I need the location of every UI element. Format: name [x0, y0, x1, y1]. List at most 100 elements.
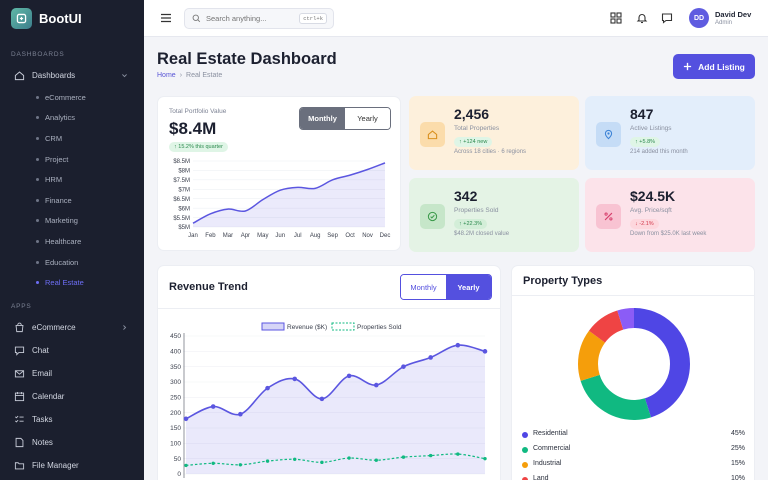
sold-line: [185, 453, 486, 467]
brand-name: BootUI: [39, 10, 82, 26]
search-input[interactable]: [206, 14, 306, 23]
x-tick-label: Mar: [223, 233, 233, 239]
apps-grid-icon[interactable]: [610, 12, 622, 24]
sidebar-subitem[interactable]: HRM: [0, 169, 144, 190]
brand[interactable]: BootUI: [0, 0, 144, 36]
sidebar-subitem[interactable]: Finance: [0, 190, 144, 211]
revenue-point: [183, 416, 189, 422]
revenue-chart: 0 50 100 150 200 250 300 350 400 450 Revenue ($K) P…: [170, 322, 488, 478]
sidebar-item-dashboards[interactable]: Dashboards: [0, 64, 144, 87]
chevron-down-icon: [122, 74, 127, 78]
stat-label: Properties Sold: [454, 207, 499, 214]
stat-card: 342 Properties Sold ↑ +22.3% $48.2M closed …: [409, 178, 579, 252]
stat-badge: ↑ +22.3%: [454, 219, 488, 229]
breadcrumb-home[interactable]: Home: [157, 72, 176, 79]
stat-value: 2,456: [454, 106, 490, 122]
toggle-monthly[interactable]: Monthly: [401, 275, 446, 299]
y-tick-label: 200: [170, 410, 181, 417]
sidebar-item-app[interactable]: Chat: [0, 339, 144, 362]
sold-point: [401, 455, 406, 459]
y-tick-label: $6M: [178, 206, 190, 212]
x-tick-label: Jul: [294, 233, 302, 239]
x-tick-label: Sep: [327, 233, 338, 239]
sidebar-subitem-label: eCommerce: [45, 92, 86, 102]
sidebar-subitem[interactable]: Analytics: [0, 108, 144, 129]
x-tick-label: Jan: [188, 233, 198, 239]
sidebar-item-app[interactable]: eCommerce: [0, 316, 144, 339]
stat-value: 342: [454, 188, 478, 204]
sidebar-subitem-label: HRM: [45, 175, 63, 185]
stat-card: $24.5K Avg. Price/sqft ↓ -2.1% Down from $2…: [585, 178, 755, 252]
sidebar-subitem[interactable]: Healthcare: [0, 231, 144, 252]
search-box[interactable]: ctrl+k: [184, 8, 334, 29]
y-tick-label: 400: [170, 349, 181, 356]
avatar[interactable]: DD: [689, 8, 709, 28]
stat-badge: ↑ +124 new: [454, 137, 493, 147]
y-tick-label: $6.5M: [173, 197, 190, 203]
portfolio-change-badge: ↑ 15.2% this quarter: [169, 142, 228, 152]
revenue-point: [238, 411, 243, 417]
sidebar-item-label: Calendar: [32, 391, 65, 401]
x-tick-label: Oct: [345, 233, 355, 239]
y-tick-label: 350: [170, 364, 181, 371]
sidebar-item-label: Email: [32, 368, 53, 378]
x-tick-label: Dec: [380, 233, 391, 239]
sidebar-item-app[interactable]: Tasks: [0, 408, 144, 431]
check-circle-icon: [420, 204, 445, 229]
toggle-yearly[interactable]: Yearly: [446, 275, 491, 299]
toggle-yearly[interactable]: Yearly: [345, 108, 390, 129]
legend-dot-icon: [522, 462, 528, 468]
sidebar-item-app[interactable]: File Manager: [0, 454, 144, 477]
property-types-donut: [578, 308, 690, 420]
x-tick-label: Feb: [205, 233, 216, 239]
sidebar-subitem[interactable]: CRM: [0, 128, 144, 149]
y-tick-label: 250: [170, 395, 181, 402]
stat-badge: ↑ +5.8%: [630, 137, 661, 147]
legend-item: Residential 45%: [522, 430, 745, 441]
bullet-dot-icon: [36, 95, 39, 99]
sidebar-subitem[interactable]: Marketing: [0, 211, 144, 232]
user-name[interactable]: David Dev: [715, 10, 752, 19]
revenue-point: [482, 349, 488, 354]
divider: [158, 308, 500, 309]
x-tick-label: Jun: [275, 233, 285, 239]
x-tick-label: Apr: [241, 233, 250, 239]
donut-slice[interactable]: [578, 308, 690, 420]
sidebar-subitem[interactable]: eCommerce: [0, 87, 144, 108]
legend-item: Commercial 25%: [522, 445, 745, 456]
sidebar-item-app[interactable]: Calendar: [0, 385, 144, 408]
revenue-point: [292, 376, 298, 382]
donut-slice[interactable]: [578, 308, 690, 420]
sidebar-subitem[interactable]: Real Estate: [0, 272, 144, 293]
sold-point: [374, 458, 378, 462]
breadcrumb: Home › Real Estate: [157, 72, 222, 79]
revenue-point: [319, 396, 325, 402]
bell-icon[interactable]: [636, 12, 648, 24]
sidebar-item-app[interactable]: Notes: [0, 431, 144, 454]
legend-percent: 15%: [730, 460, 745, 467]
sidebar-subitem[interactable]: Education: [0, 252, 144, 273]
percent-icon: [596, 204, 621, 229]
hamburger-menu-icon[interactable]: [160, 12, 172, 24]
note-icon: [14, 437, 25, 448]
portfolio-period-toggle: Monthly Yearly: [299, 107, 391, 130]
bag-icon: [14, 322, 25, 333]
legend-label-sold: Properties Sold: [357, 324, 402, 331]
x-tick-label: Aug: [310, 233, 321, 239]
stat-card: 847 Active Listings ↑ +5.8% 214 added this …: [585, 96, 755, 170]
donut-slice[interactable]: [578, 308, 690, 420]
stat-label: Avg. Price/sqft: [630, 207, 672, 214]
sidebar-item-label: File Manager: [32, 460, 79, 470]
brand-logo-icon: [11, 7, 32, 29]
calendar-icon: [14, 391, 25, 402]
sidebar-subitem[interactable]: Project: [0, 149, 144, 170]
chat-icon: [14, 345, 25, 356]
toggle-monthly[interactable]: Monthly: [300, 108, 345, 129]
sidebar-item-app[interactable]: Email: [0, 362, 144, 385]
add-listing-button[interactable]: Add Listing: [673, 54, 755, 79]
sidebar-subitem-label: Marketing: [45, 216, 78, 226]
message-icon[interactable]: [661, 12, 673, 24]
sidebar-item-label: Chat: [32, 345, 49, 355]
stat-badge-text: +5.8%: [639, 139, 656, 145]
stat-value: 847: [630, 106, 654, 122]
